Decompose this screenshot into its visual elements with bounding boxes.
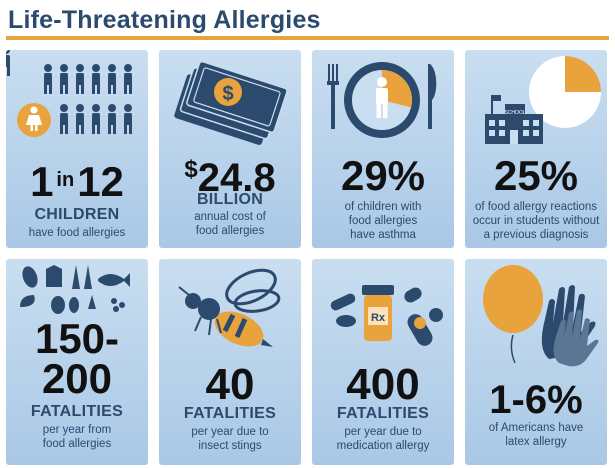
card-cost: $ $24.8 BILLION annual cost of food aller… xyxy=(159,50,301,248)
stat-label: FATALITIES xyxy=(183,405,277,422)
card-insect-fatalities: 40 FATALITIES per year due to insect stin… xyxy=(159,259,301,465)
stat-diagnosis: 25% xyxy=(493,152,579,199)
stat-label: BILLION xyxy=(196,191,264,208)
svg-text:$: $ xyxy=(222,83,233,105)
people-icon xyxy=(6,50,132,137)
page-title: Life-Threatening Allergies xyxy=(8,6,321,34)
card-asthma: 29% of children with food allergies have a… xyxy=(312,50,454,248)
stat-desc: of children with food allergies have asthm… xyxy=(344,201,422,241)
card-medication-fatalities: Rx 400 FATALITIES per year due to medicat… xyxy=(312,259,454,465)
svg-text:Rx: Rx xyxy=(371,312,386,324)
stat-desc: per year due to insect stings xyxy=(191,426,269,452)
money-stack-icon: $ xyxy=(174,60,288,145)
balloon-glove-icon xyxy=(483,265,599,367)
stat-latex: 1-6% xyxy=(489,378,583,422)
stat-desc: of food allergy reactions occur in studen… xyxy=(472,201,600,241)
stat-label: FATALITIES xyxy=(336,405,430,422)
card-food-fatalities: 150- 200 FATALITIES per year from food all… xyxy=(6,259,148,465)
title-underline xyxy=(6,36,609,40)
stat-desc: annual cost of food allergies xyxy=(194,211,266,237)
stat-desc: of Americans have latex allergy xyxy=(488,422,584,448)
medication-icon: Rx xyxy=(330,285,443,346)
stat-desc: have food allergies xyxy=(28,227,126,239)
school-pie-icon: SCHOOL xyxy=(485,56,601,144)
stat-insect-fatalities: 40 xyxy=(205,360,255,409)
stat-food-fatalities: 150- 200 xyxy=(34,315,120,402)
stat-desc: per year due to medication allergy xyxy=(336,426,430,452)
card-children: 1 in12 CHILDREN have food allergies xyxy=(6,50,148,248)
stat-one-in-twelve: 1 in12 xyxy=(30,158,124,205)
plate-pie-icon xyxy=(327,62,437,138)
bee-icon xyxy=(178,268,281,347)
stat-desc: per year from food allergies xyxy=(42,424,112,450)
stat-label: FATALITIES xyxy=(30,403,124,420)
card-latex: 1-6% of Americans have latex allergy xyxy=(465,259,607,465)
stat-label: CHILDREN xyxy=(34,206,120,223)
stat-asthma: 29% xyxy=(340,152,426,199)
stat-cost: $24.8 xyxy=(184,156,276,200)
stat-medication-fatalities: 400 xyxy=(346,360,420,409)
food-items-icon xyxy=(20,265,130,314)
svg-text:SCHOOL: SCHOOL xyxy=(504,110,525,116)
card-diagnosis: SCHOOL 25% of food allergy reactions occu… xyxy=(465,50,607,248)
